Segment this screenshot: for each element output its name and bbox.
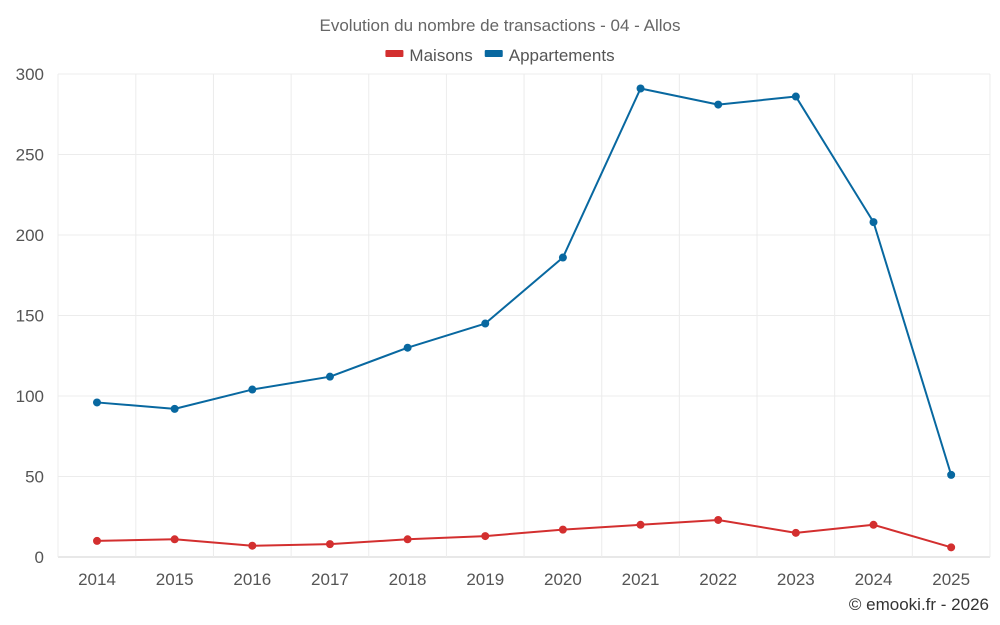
data-point-appartements[interactable] (558, 253, 567, 262)
data-point-appartements[interactable] (403, 343, 412, 352)
data-point-appartements[interactable] (248, 385, 257, 394)
legend-label-maisons: Maisons (409, 46, 472, 65)
series-layer (93, 84, 956, 552)
data-point-appartements[interactable] (714, 100, 723, 109)
grid-layer (57, 73, 991, 558)
series-line-maisons (96, 518, 952, 549)
y-tick-label: 150 (16, 307, 44, 326)
data-point-maisons[interactable] (947, 543, 956, 552)
y-tick-label: 200 (16, 226, 44, 245)
data-point-maisons[interactable] (403, 535, 412, 544)
x-tick-label: 2016 (233, 570, 271, 589)
data-point-appartements[interactable] (93, 398, 101, 407)
chart-title: Evolution du nombre de transactions - 04… (320, 16, 681, 35)
legend-label-appartements: Appartements (509, 46, 615, 65)
data-point-maisons[interactable] (791, 528, 800, 537)
x-tick-label: 2014 (78, 570, 116, 589)
data-point-maisons[interactable] (869, 520, 878, 529)
y-tick-label: 50 (25, 468, 44, 487)
legend: Maisons Appartements (385, 46, 615, 65)
x-tick-label: 2017 (311, 570, 349, 589)
x-tick-label: 2018 (389, 570, 427, 589)
x-tick-label: 2023 (777, 570, 815, 589)
data-point-maisons[interactable] (636, 520, 645, 529)
legend-swatch-appartements[interactable] (484, 50, 503, 57)
data-point-maisons[interactable] (714, 515, 723, 524)
series-line-appartements (96, 87, 953, 476)
data-point-appartements[interactable] (636, 84, 645, 93)
axis-layer: 0 50 100 150 200 250 300 2014 2015 2016 2017 2018 20… (16, 65, 970, 589)
data-point-maisons[interactable] (558, 525, 567, 534)
data-point-maisons[interactable] (248, 541, 257, 550)
x-tick-label: 2019 (466, 570, 504, 589)
legend-swatch-maisons[interactable] (385, 50, 404, 57)
x-tick-label: 2024 (855, 570, 893, 589)
data-point-appartements[interactable] (947, 470, 956, 479)
x-tick-label: 2020 (544, 570, 582, 589)
data-point-maisons[interactable] (325, 540, 334, 549)
data-point-appartements[interactable] (869, 218, 878, 227)
data-point-maisons[interactable] (481, 532, 490, 541)
data-point-appartements[interactable] (481, 319, 490, 328)
x-tick-label: 2015 (156, 570, 194, 589)
x-tick-label: 2022 (699, 570, 737, 589)
data-point-maisons[interactable] (93, 536, 101, 545)
y-tick-label: 100 (16, 387, 44, 406)
data-point-maisons[interactable] (170, 535, 179, 544)
x-tick-label: 2025 (932, 570, 970, 589)
y-tick-label: 250 (16, 146, 44, 165)
data-point-appartements[interactable] (170, 404, 179, 413)
data-point-appartements[interactable] (325, 372, 334, 381)
y-tick-label: 300 (16, 65, 44, 84)
data-point-appartements[interactable] (791, 92, 800, 101)
x-tick-label: 2021 (622, 570, 660, 589)
footer-credit: © emooki.fr - 2026 (849, 595, 989, 614)
y-tick-label: 0 (35, 548, 44, 567)
